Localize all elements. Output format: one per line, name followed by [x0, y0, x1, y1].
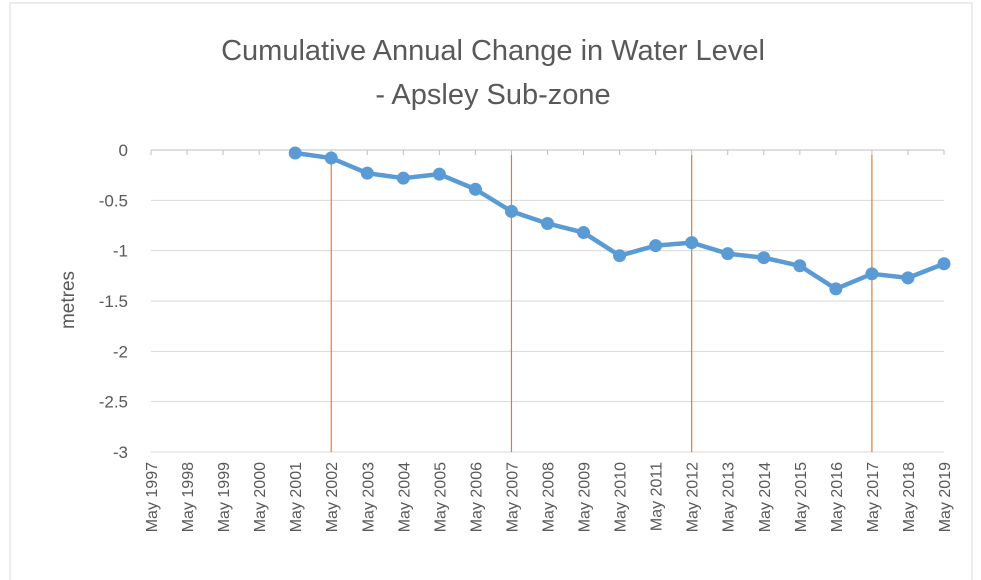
x-tick-label: May 2001: [288, 462, 305, 532]
chart-title: - Apsley Sub-zone: [375, 79, 610, 111]
data-point: [324, 151, 338, 165]
x-tick-label: May 2002: [324, 462, 341, 532]
x-tick-label: May 2013: [721, 462, 738, 532]
data-point: [504, 204, 518, 218]
y-tick-label: 0: [119, 141, 128, 160]
x-tick-label: May 2007: [504, 462, 521, 532]
data-point: [649, 239, 663, 253]
y-tick-label: -3: [113, 443, 128, 462]
x-tick-label: May 2019: [937, 462, 954, 532]
x-tick-label: May 2010: [613, 462, 630, 532]
x-tick-label: May 2000: [252, 462, 269, 532]
y-tick-label: -0.5: [99, 191, 128, 210]
x-tick-label: May 1999: [216, 462, 233, 532]
data-point: [901, 271, 915, 285]
x-tick-label: May 2011: [649, 462, 666, 531]
x-tick-label: May 2004: [396, 462, 413, 532]
y-axis-label: metres: [58, 271, 79, 329]
data-point: [685, 236, 699, 250]
x-tick-label: May 2015: [793, 462, 810, 532]
data-point: [360, 166, 374, 180]
data-point: [757, 251, 771, 265]
x-tick-label: May 2016: [829, 462, 846, 532]
data-point: [541, 216, 554, 230]
x-tick-label: May 2012: [685, 462, 702, 532]
data-point: [468, 182, 482, 196]
data-point: [396, 171, 410, 185]
x-tick-label: May 2006: [468, 462, 485, 532]
x-tick-label: May 2003: [360, 462, 377, 532]
chart-title: Cumulative Annual Change in Water Level: [221, 35, 765, 67]
x-tick-label: May 1998: [180, 462, 197, 532]
y-tick-label: -2: [113, 342, 128, 361]
y-tick-label: -1.5: [99, 292, 128, 311]
data-point: [577, 226, 591, 240]
y-tick-label: -1: [113, 242, 128, 261]
chart-frame: [9, 2, 973, 580]
y-tick-label: -2.5: [99, 393, 128, 412]
data-point: [288, 146, 302, 160]
x-tick-label: May 2018: [901, 462, 918, 532]
data-point: [613, 249, 627, 263]
data-point: [829, 282, 843, 296]
x-tick-label: May 1997: [144, 462, 161, 532]
data-point: [937, 257, 951, 271]
data-point: [865, 267, 879, 281]
data-point: [793, 259, 807, 273]
data-point: [721, 247, 735, 261]
data-point: [432, 167, 446, 181]
x-tick-label: May 2005: [432, 462, 449, 532]
x-tick-label: May 2017: [865, 462, 882, 532]
x-tick-label: May 2008: [541, 462, 558, 532]
x-tick-label: May 2009: [577, 462, 594, 532]
x-tick-label: May 2014: [757, 462, 774, 532]
